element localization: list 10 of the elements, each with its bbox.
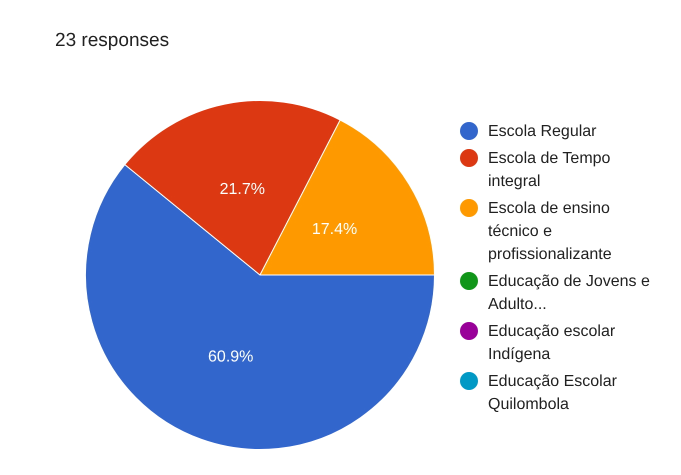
- legend-label: Escola de ensino técnico e profissionalizante: [488, 199, 613, 265]
- legend-label: Educação Escolar Quilombola: [488, 372, 618, 415]
- data-label: 17.4%: [312, 221, 358, 238]
- chart-title: 23 responses: [55, 30, 170, 52]
- legend-label: Educação escolar Indígena: [488, 322, 616, 365]
- data-label: 21.7%: [220, 180, 265, 198]
- data-label: 60.9%: [208, 348, 254, 366]
- legend-label: Escola de Tempo integral: [488, 149, 612, 192]
- legend-label: Educação de Jovens e Adulto...: [488, 272, 651, 315]
- legend-label: Escola Regular: [488, 122, 598, 142]
